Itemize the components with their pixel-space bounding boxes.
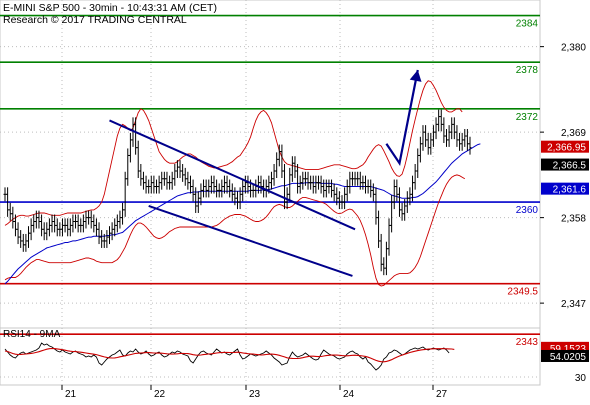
trend-line-1 [109,119,356,231]
x-tick-label: 21 [65,389,77,400]
level-label-2360: 2360 [516,205,539,216]
chart-copyright: Research © 2017 TRADING CENTRAL [3,14,187,26]
series-bollinger-lower [4,174,466,287]
y-tick-label: 2,380 [561,43,586,54]
y-tick-label: 2,347 [561,299,586,310]
rsi-tick-label: 30 [575,373,587,384]
level-layer: 2384 2378 2372 2360 2349.5 2343 [0,14,540,348]
chart-title: E-MINI S&P 500 - 30min - 10:43:31 AM (CE… [3,2,217,14]
projection-arrow-head [409,69,422,82]
price-badge-last-box [541,140,589,153]
projection-arrow [385,69,419,167]
rsi-badge-ma-label: 59.1523 [550,344,587,355]
y-tick-label: 2,358 [561,214,586,225]
price-badge-ma-box [541,182,589,195]
series-bollinger-upper [4,80,463,226]
rsi-series-RSI14 [4,342,450,371]
x-tick-label: 23 [249,389,261,400]
level-label-2349.5: 2349.5 [507,287,538,298]
trendline-layer [109,69,422,277]
rsi-layer [4,342,455,371]
rsi-panel-frame [0,327,541,386]
level-label-2384: 2384 [516,19,539,30]
rsi-badge-rsi-label: 54.0205 [550,352,587,363]
y-tick-label: 2,369 [561,128,586,139]
price-layer [3,109,472,276]
rsi-series-9MA [4,347,455,363]
level-label-2343: 2343 [516,337,539,348]
level-label-2378: 2378 [516,65,539,76]
rsi-badge-rsi-box [541,349,589,362]
price-badge-ma-label: 2,361.6 [553,185,587,196]
x-tick-label: 22 [154,389,166,400]
trend-line-2 [148,205,353,277]
rsi-panel-title: RSI14 - 9MA [3,329,61,340]
level-label-2372: 2372 [516,112,539,123]
x-tick-label: 27 [436,389,448,400]
axis-layer: 21 22 23 24 27 2,380 2,369 2,358 2,347 30 [61,43,587,400]
price-badge-close-box [541,158,589,171]
x-tick-label: 24 [343,389,355,400]
price-badge-last-label: 2,366.95 [547,143,586,154]
price-badge-close-label: 2,366.5 [553,161,587,172]
